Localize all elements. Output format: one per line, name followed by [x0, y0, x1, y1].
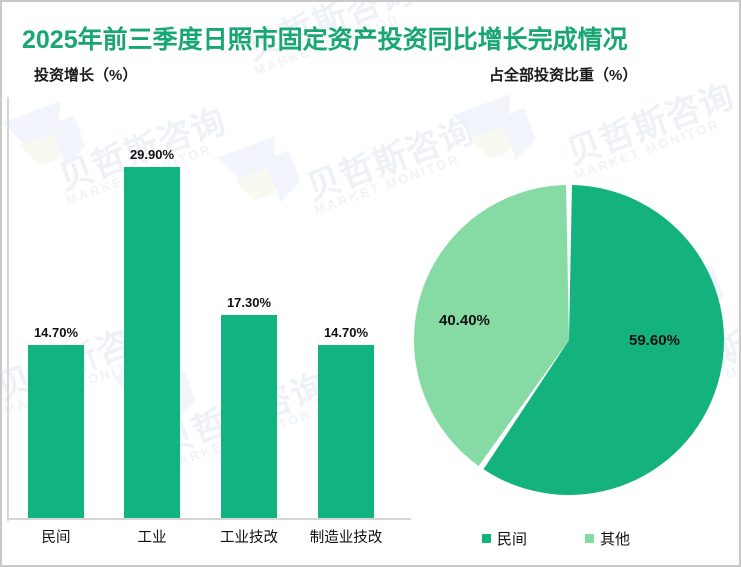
bar-工业技改[interactable] — [221, 314, 277, 518]
bar-制造业技改[interactable] — [318, 345, 374, 518]
pie-value-label: 40.40% — [439, 312, 490, 329]
x-axis-line — [7, 518, 411, 520]
x-axis-tick-label: 民间 — [41, 530, 71, 546]
x-axis-tick-label: 制造业技改 — [309, 530, 383, 546]
bar-value-label: 29.90% — [129, 147, 175, 162]
x-axis-tick-label: 工业技改 — [220, 530, 278, 546]
legend-swatch-icon — [482, 534, 491, 543]
legend-item-民间[interactable]: 民间 — [482, 528, 527, 549]
page-title: 2025年前三季度日照市固定资产投资同比增长完成情况 — [22, 26, 628, 54]
legend-label: 民间 — [497, 531, 528, 548]
pie-chart-subtitle: 占全部投资比重（%） — [489, 67, 638, 84]
legend-swatch-icon — [585, 534, 595, 543]
y-axis-line — [7, 97, 9, 521]
bar-民间[interactable] — [28, 345, 84, 518]
x-axis-tick-label: 工业 — [137, 530, 167, 546]
bar-chart-subtitle: 投资增长（%） — [34, 67, 138, 84]
pie-value-label: 59.60% — [629, 332, 680, 349]
bar-工业[interactable] — [124, 167, 180, 518]
legend-item-其他[interactable]: 其他 — [585, 528, 630, 549]
pie-legend: 民间 其他 — [482, 528, 630, 549]
bar-value-label: 14.70% — [323, 325, 369, 341]
pie-slice-其他[interactable] — [413, 185, 569, 466]
legend-label: 其他 — [600, 531, 631, 548]
bar-value-label: 14.70% — [33, 325, 79, 341]
bar-value-label: 17.30% — [226, 294, 272, 310]
